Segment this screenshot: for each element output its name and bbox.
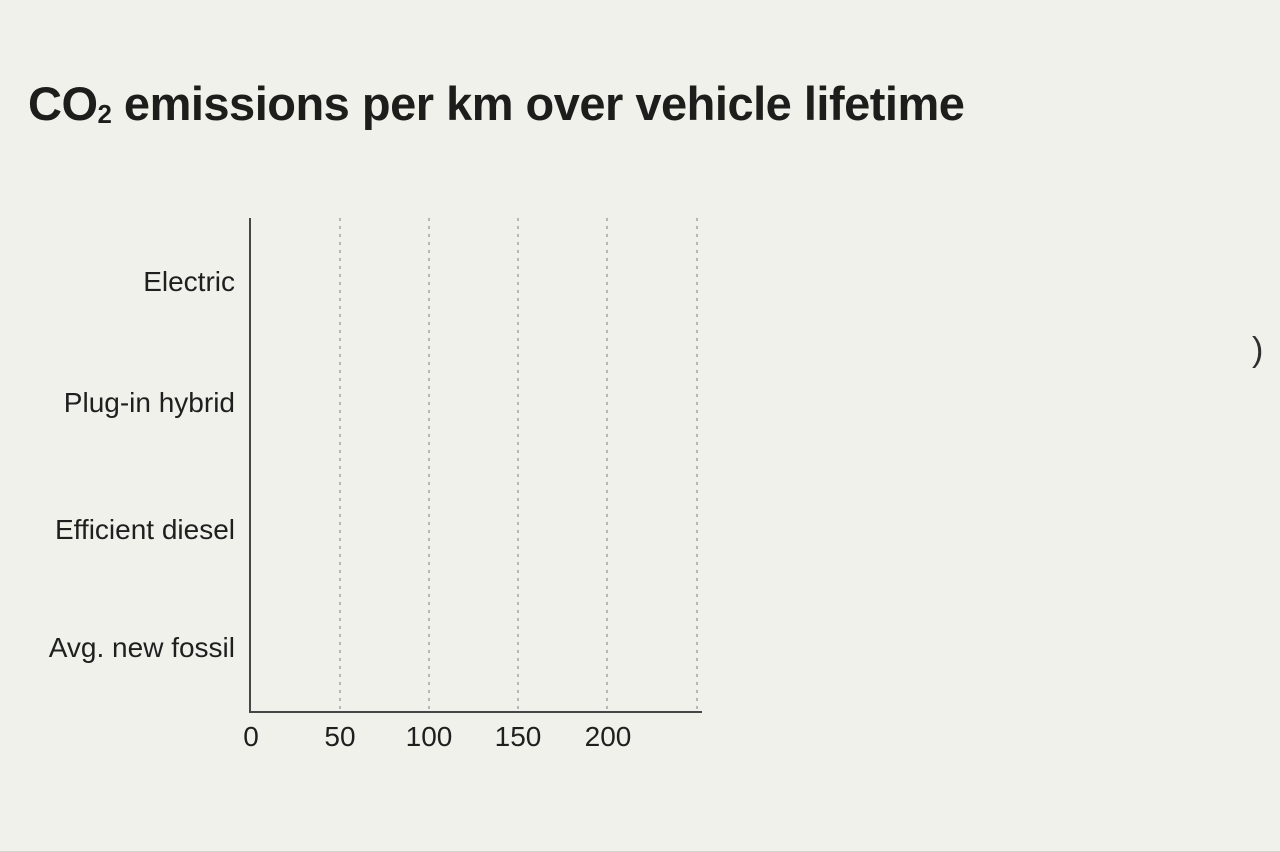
title-prefix: CO bbox=[28, 77, 98, 130]
category-label-avg-new-fossil: Avg. new fossil bbox=[48, 632, 235, 663]
gridline-200 bbox=[606, 218, 608, 709]
category-label-plug-in-hybrid: Plug-in hybrid bbox=[63, 387, 235, 418]
gridline-50 bbox=[339, 218, 341, 709]
x-tick-label-50: 50 bbox=[324, 721, 356, 752]
x-tick-label-0: 0 bbox=[243, 721, 259, 752]
x-axis-line bbox=[249, 711, 702, 713]
y-axis-line bbox=[249, 218, 251, 713]
x-tick-label-100: 100 bbox=[405, 721, 453, 752]
gridline-100 bbox=[428, 218, 430, 709]
x-tick-label-150: 150 bbox=[494, 721, 542, 752]
gridline-250 bbox=[696, 218, 698, 709]
stray-parenthesis-text: ) bbox=[1252, 331, 1264, 369]
title-rest: emissions per km over vehicle lifetime bbox=[111, 77, 965, 130]
category-label-electric: Electric bbox=[143, 266, 235, 297]
gridline-150 bbox=[517, 218, 519, 709]
chart-title: CO2 emissions per km over vehicle lifeti… bbox=[28, 76, 965, 131]
x-tick-label-200: 200 bbox=[584, 721, 632, 752]
title-subscript-2: 2 bbox=[97, 101, 112, 130]
category-label-efficient-diesel: Efficient diesel bbox=[54, 514, 235, 545]
